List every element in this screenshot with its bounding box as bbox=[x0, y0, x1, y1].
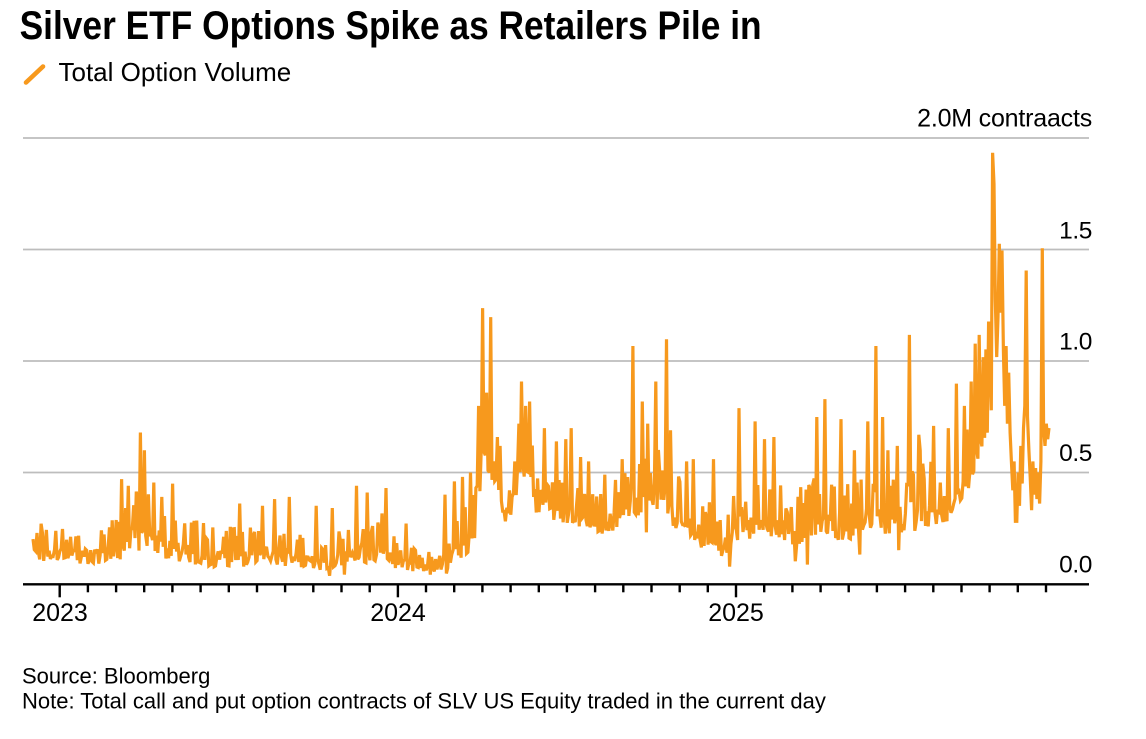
svg-text:2025: 2025 bbox=[708, 599, 764, 627]
svg-text:1.5: 1.5 bbox=[1059, 218, 1092, 245]
svg-text:1.0: 1.0 bbox=[1059, 329, 1092, 356]
svg-text:Silver ETF Options Spike as Re: Silver ETF Options Spike as Retailers Pi… bbox=[20, 4, 762, 48]
svg-text:Total Option Volume: Total Option Volume bbox=[59, 57, 292, 87]
svg-text:2024: 2024 bbox=[370, 599, 426, 627]
svg-text:2023: 2023 bbox=[32, 599, 88, 627]
svg-text:0.5: 0.5 bbox=[1059, 440, 1092, 467]
svg-text:0.0: 0.0 bbox=[1059, 552, 1092, 579]
svg-text:2.0M contraacts: 2.0M contraacts bbox=[917, 105, 1092, 133]
svg-text:Source: Bloomberg: Source: Bloomberg bbox=[22, 664, 210, 689]
svg-text:Note: Total call and put optio: Note: Total call and put option contract… bbox=[22, 689, 826, 714]
